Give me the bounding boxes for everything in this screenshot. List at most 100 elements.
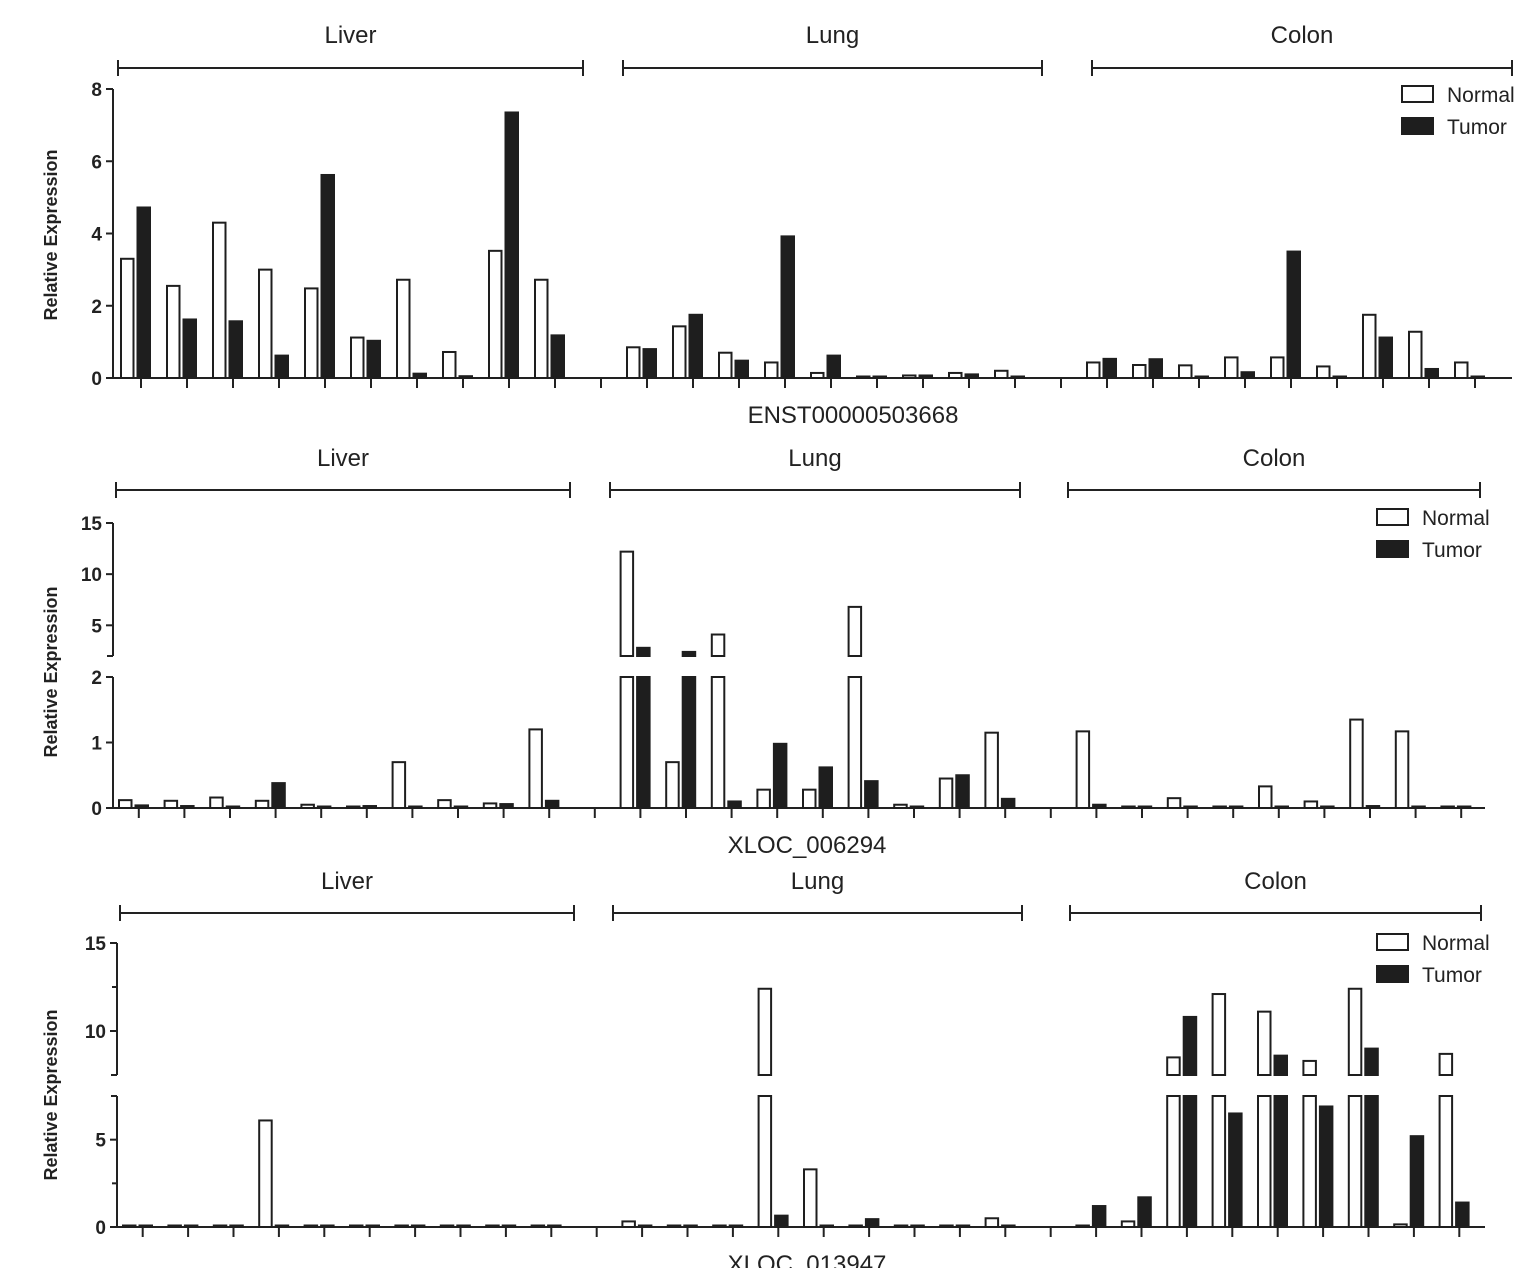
normal-bar [1394,730,1410,809]
tumor-bar [780,235,795,379]
tumor-bar [955,774,970,809]
group-bracket [612,905,1023,921]
tumor-bar [410,1224,426,1228]
tumor-bar [1102,357,1117,380]
normal-bar [1257,1095,1272,1228]
normal-bar [1302,1095,1317,1228]
tumor-bar [818,766,833,810]
normal-bar [437,799,452,810]
tumor-bar [136,206,151,379]
tumor-bar [1332,375,1347,379]
normal-bar-upper [619,550,635,658]
normal-bar [209,796,224,810]
tumor-bar [1137,805,1153,809]
normal-bar [984,1217,1000,1229]
tumor-bar [1378,336,1393,380]
tumor-bar [683,1224,698,1228]
group-bracket [622,60,1043,76]
tumor-bar [1424,367,1439,379]
legend-label-tumor: Tumor [1422,539,1482,562]
legend-swatch-tumor [1376,965,1409,983]
tumor-bar [362,805,377,809]
tumor-bar [229,1224,244,1228]
normal-bar [1454,361,1469,379]
tumor-bar [504,111,519,379]
normal-bar [122,1224,137,1228]
tumor-bar [271,782,286,809]
tumor-bar [910,1224,925,1228]
normal-bar [1438,1095,1454,1228]
normal-bar [300,803,315,809]
group-title: Colon [1243,445,1306,472]
normal-bar [948,371,963,380]
normal-bar [1132,363,1147,379]
tumor-bar [909,805,925,809]
normal-bar [1166,1095,1181,1228]
normal-bar [665,761,680,810]
normal-bar [1211,1095,1227,1228]
normal-bar-upper [1211,993,1227,1076]
tumor-bar-upper [636,646,651,657]
normal-bar [848,1224,863,1228]
normal-bar [893,803,908,809]
tumor-bar [1365,805,1381,809]
normal-bar [1120,1220,1136,1228]
group-title: Colon [1244,868,1307,895]
normal-bar [902,374,917,380]
group-title: Liver [317,445,369,472]
tumor-bar [412,372,427,380]
normal-bar [621,1220,636,1228]
normal-bar [1166,797,1182,809]
tumor-bar [1240,371,1255,380]
tumor-bar [1456,805,1472,809]
legend-label-tumor: Tumor [1422,964,1482,987]
group-title: Liver [324,22,376,49]
tumor-bar [274,1224,290,1228]
normal-bar [1086,361,1101,379]
normal-bar [212,1224,228,1228]
gene-name: XLOC_013947 [728,1251,887,1268]
tumor-bar [1183,805,1198,809]
normal-bar [1347,1095,1363,1228]
normal-bar [666,1224,682,1228]
normal-bar [893,1224,909,1228]
normal-bar [1349,718,1364,810]
tumor-bar [636,676,651,809]
normal-bar [756,788,771,809]
normal-bar [1224,356,1239,380]
group-bracket [1069,905,1482,921]
normal-bar [394,1224,409,1228]
tumor-bar [1148,358,1163,379]
tumor-bar [1000,797,1016,810]
legend-label-normal: Normal [1447,84,1515,107]
tumor-bar-upper [1182,1015,1198,1076]
normal-bar [1075,730,1091,809]
tumor-bar [1228,1112,1243,1229]
normal-bar [847,676,863,809]
tumor-bar [1318,1105,1334,1228]
y-tick-label: 2 [91,668,102,689]
normal-bar [391,761,407,810]
normal-bar [350,336,365,380]
tumor-bar [1137,1196,1152,1228]
tumor-bar [1364,1095,1379,1228]
legend-swatch-tumor [1401,117,1434,135]
gene-name: XLOC_006294 [728,832,887,859]
tumor-bar [734,359,749,380]
normal-bar-upper [710,633,726,657]
normal-bar [258,1119,273,1229]
normal-bar [396,278,411,379]
normal-bar [163,799,179,809]
tumor-bar [727,800,742,810]
panel-1: Liver Lung Colon 0 2 4 6 8 Relative Expression No… [41,22,1515,429]
normal-bar [802,788,817,809]
normal-bar [254,799,270,809]
group-title: Colon [1271,22,1334,49]
tumor-bar [453,805,469,809]
y-tick-label: 0 [95,1218,106,1239]
y-axis-label: Relative Expression [41,586,61,757]
tumor-bar [864,1218,880,1229]
group-bracket [119,905,575,921]
normal-bar [349,1224,364,1228]
